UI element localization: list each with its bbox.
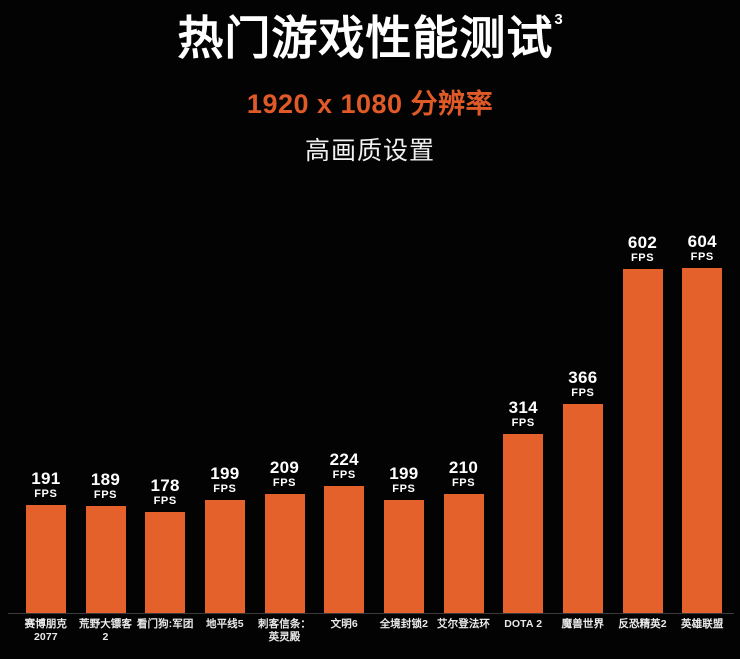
bar-slot[interactable]: 199 FPS <box>195 196 255 614</box>
x-axis-labels: 赛博朋克 2077 荒野大镖客2 看门狗:军团 地平线5 刺客信条： 英灵殿 文明6 全境封… <box>16 618 732 659</box>
bar-rect[interactable] <box>503 434 544 614</box>
bar-value-label: 209 FPS <box>270 459 299 489</box>
bar-rect[interactable] <box>145 512 186 614</box>
bar-rect[interactable] <box>383 500 424 614</box>
x-axis-tick: 英雄联盟 <box>681 618 724 630</box>
bar-rect[interactable] <box>562 404 603 614</box>
bar-rect[interactable] <box>622 269 663 614</box>
bar-value-number: 602 <box>627 233 658 252</box>
bar-value-number: 191 <box>31 469 61 488</box>
plot-area: 191 FPS 189 FPS 178 FPS 199 FPS 209 FPS 224 FPS 199 F… <box>0 196 740 614</box>
bar-slot[interactable]: 189 FPS <box>76 196 136 614</box>
bar-value-unit: FPS <box>392 483 416 495</box>
x-axis-tick: 魔兽世界 <box>561 618 605 630</box>
bar-value-label: 224 FPS <box>330 451 359 481</box>
subtitle-resolution: 1920 x 1080 分辨率 <box>246 89 494 120</box>
bar-rect[interactable] <box>324 486 365 614</box>
bar-value-unit: FPS <box>93 489 118 501</box>
bar-slot[interactable]: 604 FPS <box>672 196 732 614</box>
bar-slot[interactable]: 191 FPS <box>16 196 76 614</box>
x-axis-tick: 看门狗:军团 <box>136 618 194 630</box>
bar-value-unit: FPS <box>511 417 535 429</box>
x-axis-tick: 全境封锁2 <box>379 618 429 630</box>
page-title-text: 热门游戏性能测试 <box>177 12 554 64</box>
x-axis-tick: DOTA 2 <box>504 618 543 630</box>
bar-rect[interactable] <box>85 506 126 614</box>
bar-rect[interactable] <box>264 494 305 614</box>
page-title: 热门游戏性能测试3 <box>0 0 740 62</box>
x-axis-tick: 文明6 <box>330 618 358 630</box>
bar-value-number: 210 <box>448 458 479 477</box>
bar-value-unit: FPS <box>213 483 237 495</box>
bar-value-number: 604 <box>687 232 717 251</box>
bar-rect[interactable] <box>25 505 66 614</box>
bar-value-label: 178 FPS <box>151 477 180 507</box>
bar-rect[interactable] <box>682 268 723 614</box>
bar-value-unit: FPS <box>630 252 655 264</box>
bar-value-unit: FPS <box>272 477 297 489</box>
bar-value-number: 178 <box>150 476 180 495</box>
bar-value-number: 199 <box>210 464 240 483</box>
bar-slot[interactable]: 210 FPS <box>434 196 494 614</box>
bar-slot[interactable]: 314 FPS <box>493 196 553 614</box>
bar-slot[interactable]: 178 FPS <box>135 196 195 614</box>
x-axis-tick: 反恐精英2 <box>618 618 667 630</box>
bar-value-label: 602 FPS <box>628 234 657 264</box>
bar-value-label: 604 FPS <box>688 233 717 263</box>
page-title-superscript: 3 <box>554 10 564 28</box>
x-axis-tick: 刺客信条： 英灵殿 <box>258 618 312 644</box>
bar-value-label: 314 FPS <box>509 399 538 429</box>
bar-value-number: 199 <box>389 464 419 483</box>
bar-value-unit: FPS <box>690 251 714 263</box>
bar-value-unit: FPS <box>153 495 177 507</box>
bar-slot[interactable]: 199 FPS <box>374 196 434 614</box>
bar-slot[interactable]: 224 FPS <box>314 196 374 614</box>
axis-baseline <box>8 613 734 614</box>
x-axis-tick: 地平线5 <box>205 618 244 630</box>
x-axis-tick: 荒野大镖客2 <box>79 618 132 644</box>
subtitle-quality: 高画质设置 <box>304 137 435 166</box>
bar-value-number: 224 <box>329 450 359 469</box>
bar-value-label: 189 FPS <box>91 471 120 501</box>
chart-header: 热门游戏性能测试3 1920 x 1080 分辨率 高画质设置 <box>0 0 740 167</box>
x-axis-tick: 艾尔登法环 <box>437 618 491 630</box>
bar-value-label: 199 FPS <box>210 465 239 495</box>
bar-series: 191 FPS 189 FPS 178 FPS 199 FPS 209 FPS 224 FPS 199 F… <box>16 196 732 614</box>
bar-slot[interactable]: 602 FPS <box>613 196 673 614</box>
bar-slot[interactable]: 209 FPS <box>255 196 315 614</box>
bar-value-label: 191 FPS <box>31 470 60 500</box>
bar-slot[interactable]: 366 FPS <box>553 196 613 614</box>
bar-value-unit: FPS <box>332 469 356 481</box>
bar-value-number: 314 <box>508 398 538 417</box>
bar-rect[interactable] <box>204 500 245 614</box>
bar-value-label: 199 FPS <box>389 465 418 495</box>
bar-value-unit: FPS <box>571 387 595 399</box>
bar-value-unit: FPS <box>34 488 58 500</box>
x-axis-tick: 赛博朋克 2077 <box>24 618 68 644</box>
bar-value-number: 209 <box>269 458 300 477</box>
bar-value-number: 189 <box>90 470 121 489</box>
bar-value-label: 366 FPS <box>568 369 597 399</box>
bar-value-label: 210 FPS <box>449 459 478 489</box>
bar-value-number: 366 <box>568 368 598 387</box>
bar-value-unit: FPS <box>451 477 476 489</box>
bar-rect[interactable] <box>443 494 484 614</box>
